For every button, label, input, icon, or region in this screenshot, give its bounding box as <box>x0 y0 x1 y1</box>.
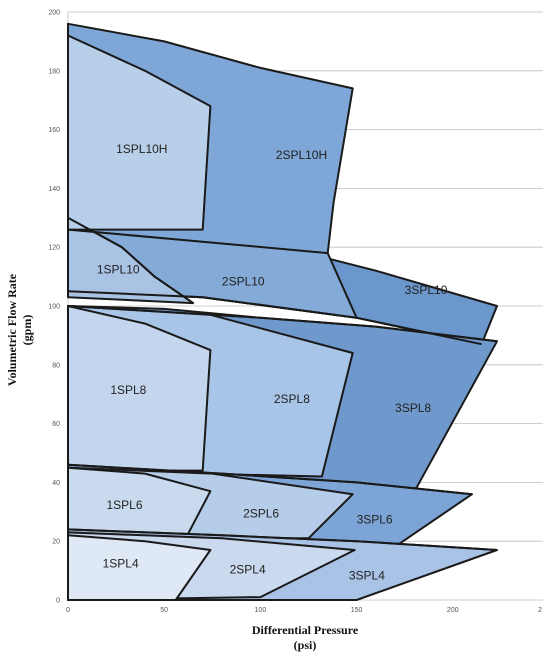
divider-lines <box>67 216 498 551</box>
region-label-2SPL6: 2SPL6 <box>243 507 279 521</box>
y-tick-label: 180 <box>48 68 60 75</box>
x-axis-title-line: (psi) <box>294 638 317 652</box>
region-label-3SPL6: 3SPL6 <box>357 513 393 527</box>
x-tick-label: 0 <box>66 607 70 614</box>
region-label-3SPL10: 3SPL10 <box>405 283 448 297</box>
y-tick-label: 140 <box>48 186 60 193</box>
region-label-2SPL10H: 2SPL10H <box>276 148 327 162</box>
y-tick-label: 100 <box>48 304 60 311</box>
divider-line <box>67 290 482 346</box>
region-1SPL10H <box>67 34 212 231</box>
x-tick-label: 150 <box>351 607 363 614</box>
region-labels: 1SPL10H 2SPL10H 1SPL10 2SPL10 3SPL10 1SPL8 2SP… <box>97 142 448 582</box>
y-tick-label: 120 <box>48 245 60 252</box>
y-tick-label: 160 <box>48 127 60 134</box>
y-tick-label: 20 <box>52 539 60 546</box>
region-label-1SPL10: 1SPL10 <box>97 263 140 277</box>
region-label-1SPL8: 1SPL8 <box>110 383 146 397</box>
y-tick-label: 200 <box>48 10 60 17</box>
y-tick-label: 80 <box>52 362 60 369</box>
y-axis-title-line: Volumetric Flow Rate <box>5 273 19 386</box>
tick-labels: 0 20 40 60 80 100 120 140 160 180 200 0 50 100 150 200 2 <box>48 10 542 615</box>
y-tick-label: 40 <box>52 480 60 487</box>
region-label-3SPL4: 3SPL4 <box>349 568 385 582</box>
divider-line <box>67 528 498 551</box>
x-tick-label: 2 <box>538 607 542 614</box>
x-axis-title-line: Differential Pressure <box>252 623 359 637</box>
x-tick-label: 50 <box>160 607 168 614</box>
y-tick-label: 60 <box>52 421 60 428</box>
region-label-2SPL4: 2SPL4 <box>230 563 266 577</box>
y-tick-label: 0 <box>56 598 60 605</box>
x-axis-title: Differential Pressure (psi) <box>252 623 359 652</box>
region-label-1SPL4: 1SPL4 <box>103 557 139 571</box>
divider-line <box>67 216 194 304</box>
y-axis-title: Volumetric Flow Rate(gpm) <box>5 273 34 386</box>
region-1SPL8 <box>67 305 212 472</box>
divider-line <box>67 463 473 496</box>
x-tick-label: 200 <box>447 607 459 614</box>
region-1SPL4 <box>67 534 212 601</box>
region-label-1SPL10H: 1SPL10H <box>116 142 167 156</box>
region-1SPL6 <box>67 466 212 537</box>
region-label-2SPL8: 2SPL8 <box>274 392 310 406</box>
y-axis-title-line: (gpm) <box>20 315 34 346</box>
x-tick-label: 100 <box>255 607 267 614</box>
region-label-1SPL6: 1SPL6 <box>106 498 142 512</box>
region-label-2SPL10: 2SPL10 <box>222 274 265 288</box>
regions <box>67 22 498 601</box>
region-label-3SPL8: 3SPL8 <box>395 401 431 415</box>
